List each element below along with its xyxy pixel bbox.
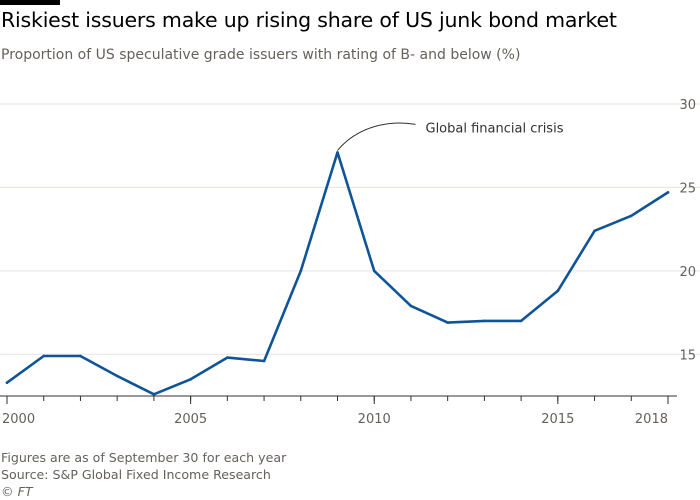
source-note: Source: S&P Global Fixed Income Research bbox=[1, 467, 271, 482]
data-point bbox=[262, 359, 266, 363]
chart-footer: Figures are as of September 30 for each … bbox=[1, 449, 601, 500]
data-point bbox=[79, 354, 82, 358]
data-point bbox=[115, 374, 119, 378]
data-point bbox=[519, 319, 523, 323]
data-point bbox=[299, 269, 303, 273]
x-tick-label: 2015 bbox=[541, 412, 574, 427]
ft-brand-bar bbox=[0, 0, 60, 5]
data-point bbox=[556, 289, 560, 293]
chart-subtitle: Proportion of US speculative grade issue… bbox=[1, 47, 521, 63]
y-tick-label: 25 bbox=[679, 181, 696, 196]
x-tick-label: 2005 bbox=[174, 412, 207, 427]
data-point bbox=[42, 354, 46, 358]
data-point bbox=[336, 151, 339, 154]
data-point bbox=[666, 191, 670, 194]
x-tick-label: 2010 bbox=[358, 412, 391, 427]
footnote: Figures are as of September 30 for each … bbox=[1, 450, 287, 465]
data-point bbox=[593, 229, 596, 233]
annotation-label: Global financial crisis bbox=[426, 121, 564, 136]
y-tick-label: 15 bbox=[679, 348, 696, 363]
data-point bbox=[5, 381, 9, 384]
x-tick-label: 2000 bbox=[2, 412, 35, 427]
chart-title: Riskiest issuers make up rising share of… bbox=[1, 8, 617, 32]
data-point bbox=[446, 321, 449, 324]
y-tick-label: 30 bbox=[679, 98, 696, 113]
copyright: © FT bbox=[1, 484, 33, 499]
data-point bbox=[483, 319, 486, 323]
y-tick-label: 20 bbox=[679, 265, 696, 280]
x-tick-label: 2018 bbox=[635, 412, 668, 427]
data-point bbox=[409, 304, 413, 308]
data-point bbox=[226, 356, 229, 359]
data-point bbox=[629, 214, 633, 218]
data-point bbox=[372, 269, 376, 273]
data-point bbox=[189, 378, 192, 381]
data-point bbox=[152, 393, 156, 396]
series-line bbox=[5, 151, 670, 396]
annotation-connector bbox=[337, 122, 416, 151]
